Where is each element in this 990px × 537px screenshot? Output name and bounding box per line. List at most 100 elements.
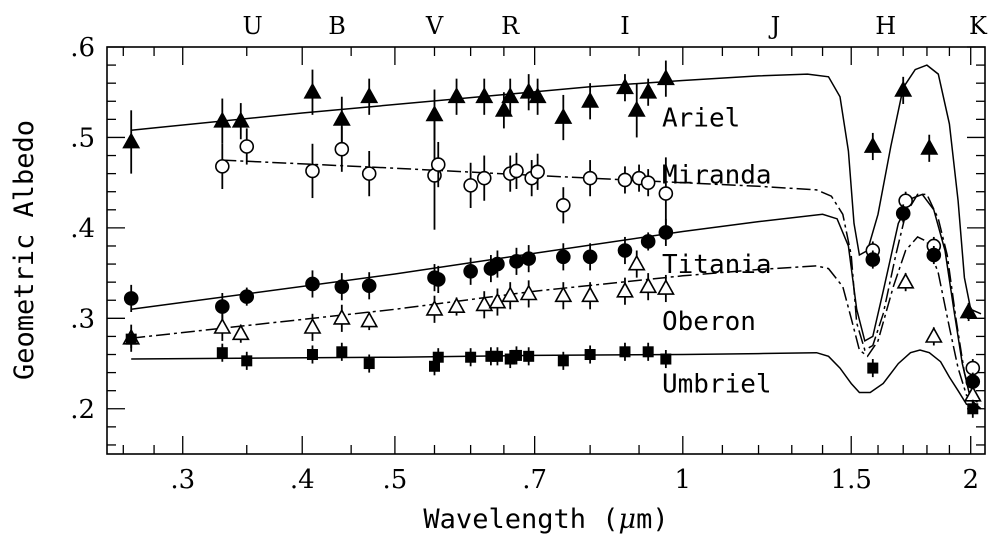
data-point-titania [239, 289, 255, 304]
data-point-oberon [639, 277, 658, 294]
series-labels: Ariel Miranda Titania Oberon Umbriel [662, 104, 772, 400]
series-points-oberon [122, 250, 982, 405]
data-point-ariel [656, 69, 675, 86]
data-point-umbriel [967, 403, 979, 415]
x-tick-label: .3 [170, 465, 195, 495]
data-point-oberon [213, 317, 232, 334]
data-point-titania [926, 247, 942, 263]
data-point-titania [509, 254, 524, 269]
data-point-oberon [425, 299, 444, 316]
filter-band-label: U [243, 12, 263, 40]
data-point-miranda [463, 178, 478, 193]
y-tick-label: .2 [70, 395, 95, 425]
data-point-oberon [231, 324, 250, 341]
data-point-oberon [488, 292, 507, 309]
data-point-oberon [447, 296, 466, 314]
data-point-oberon [656, 278, 675, 295]
series-points-miranda [215, 121, 981, 378]
filter-band-label: I [620, 12, 629, 40]
x-axis-label-mu: μ [619, 504, 637, 535]
data-point-miranda [658, 186, 674, 201]
data-point-titania [463, 264, 478, 279]
data-point-umbriel [619, 346, 631, 358]
data-point-miranda [239, 139, 255, 154]
data-point-ariel [581, 91, 600, 108]
data-point-miranda [476, 170, 492, 186]
model-curve-titania [131, 193, 982, 410]
data-point-umbriel [125, 333, 137, 345]
data-point-oberon [303, 317, 322, 334]
data-point-ariel [494, 100, 513, 117]
data-point-ariel [554, 107, 573, 124]
data-point-umbriel [523, 350, 535, 362]
data-point-titania [361, 278, 377, 294]
data-point-umbriel [216, 347, 228, 359]
series-label-umbriel: Umbriel [662, 369, 772, 399]
data-point-titania [658, 225, 674, 240]
filter-band-label: B [328, 12, 346, 40]
data-point-umbriel [504, 353, 516, 365]
data-point-oberon [554, 286, 573, 303]
data-point-titania [895, 206, 911, 221]
series-label-miranda: Miranda [662, 161, 772, 191]
series-label-ariel: Ariel [662, 104, 740, 134]
y-tick-label: .6 [70, 33, 95, 63]
data-point-miranda [430, 157, 446, 172]
data-point-oberon [616, 281, 634, 298]
x-tick-label: .5 [382, 465, 407, 495]
data-point-ariel [863, 136, 882, 153]
data-point-umbriel [642, 346, 654, 358]
data-point-ariel [616, 78, 634, 95]
x-tick-label: 1 [675, 465, 692, 495]
data-point-titania [305, 276, 320, 292]
data-point-oberon [963, 385, 982, 402]
data-point-umbriel [491, 350, 503, 362]
data-point-umbriel [557, 355, 569, 367]
data-point-ariel [213, 111, 232, 128]
data-point-miranda [305, 163, 320, 179]
model-curve-miranda [222, 159, 982, 401]
data-point-miranda [898, 193, 913, 209]
y-tick-label: .4 [70, 214, 95, 244]
data-point-miranda [530, 164, 545, 180]
data-point-ariel [447, 87, 466, 104]
data-point-ariel [231, 111, 250, 128]
data-point-ariel [920, 138, 939, 155]
data-point-miranda [215, 159, 230, 174]
data-point-miranda [582, 170, 598, 186]
data-point-titania [123, 291, 139, 306]
data-point-oberon [332, 308, 351, 325]
x-axis-ticks: .3 .4 .5 .7 1 1.5 2 [170, 47, 979, 495]
data-point-umbriel [510, 349, 522, 361]
filter-band-label: H [875, 12, 896, 40]
minor-ticks [122, 47, 951, 454]
data-point-ariel [122, 132, 141, 149]
data-point-titania [490, 256, 505, 272]
data-point-oberon [475, 295, 494, 312]
data-point-umbriel [241, 355, 253, 367]
model-curves [131, 64, 982, 410]
x-axis-label-suffix: m) [636, 504, 669, 535]
data-point-ariel [501, 87, 520, 104]
data-point-miranda [334, 141, 350, 157]
model-curve-oberon [131, 235, 982, 405]
data-point-ariel [332, 109, 351, 126]
data-point-titania [640, 234, 656, 249]
data-point-titania [521, 251, 536, 266]
data-point-titania [865, 252, 881, 267]
data-point-ariel [425, 105, 444, 122]
filter-band-label: V [425, 12, 444, 40]
filter-band-label: R [501, 12, 520, 40]
y-axis-ticks: .2 .3 .4 .5 .6 [70, 33, 985, 446]
data-points [122, 60, 982, 418]
y-tick-label: .5 [70, 123, 95, 153]
data-point-ariel [360, 87, 379, 104]
data-point-umbriel [584, 349, 596, 361]
data-point-oberon [627, 254, 646, 271]
y-tick-label: .3 [70, 304, 95, 334]
data-point-umbriel [432, 351, 444, 363]
data-point-oberon [924, 326, 943, 343]
x-tick-label: .7 [522, 465, 547, 495]
